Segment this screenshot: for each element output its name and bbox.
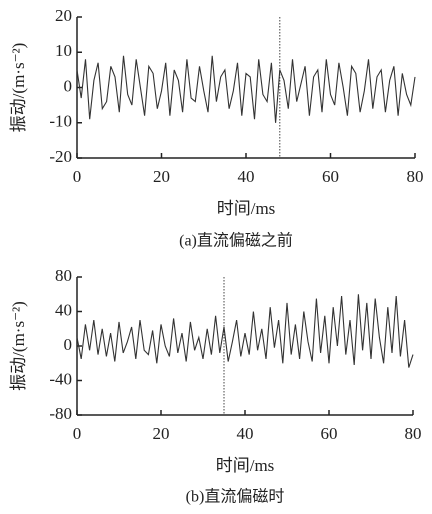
x-tick-label: 60 [321,424,338,443]
caption: (b)直流偏磁时 [186,488,285,506]
y-tick-label: 0 [64,335,73,354]
y-axis-label: 振动/(m·s⁻²) [9,301,28,391]
x-tick-label: 20 [153,167,170,186]
x-tick-label: 20 [153,424,170,443]
y-tick-label: 0 [64,76,73,95]
y-tick-label: 40 [55,300,72,319]
x-tick-label: 80 [407,167,424,186]
x-tick-label: 80 [405,424,422,443]
y-tick-label: -80 [49,404,72,423]
x-tick-label: 40 [237,424,254,443]
y-tick-label: -20 [49,147,72,166]
x-axis-label: 时间/ms [217,199,276,218]
x-tick-label: 40 [238,167,255,186]
x-axis-label: 时间/ms [216,456,275,475]
data-line [76,294,414,368]
caption: (a)直流偏磁之前 [179,232,293,250]
y-tick-label: 10 [55,41,72,60]
y-tick-label: 80 [55,266,72,285]
y-tick-label: 20 [55,6,72,25]
y-tick-label: -40 [49,369,72,388]
data-line [76,55,416,123]
x-tick-label: 0 [73,424,82,443]
x-tick-label: 60 [322,167,339,186]
y-axis-label: 振动/(m·s⁻²) [9,43,28,133]
x-tick-label: 0 [73,167,82,186]
y-tick-label: -10 [49,112,72,131]
